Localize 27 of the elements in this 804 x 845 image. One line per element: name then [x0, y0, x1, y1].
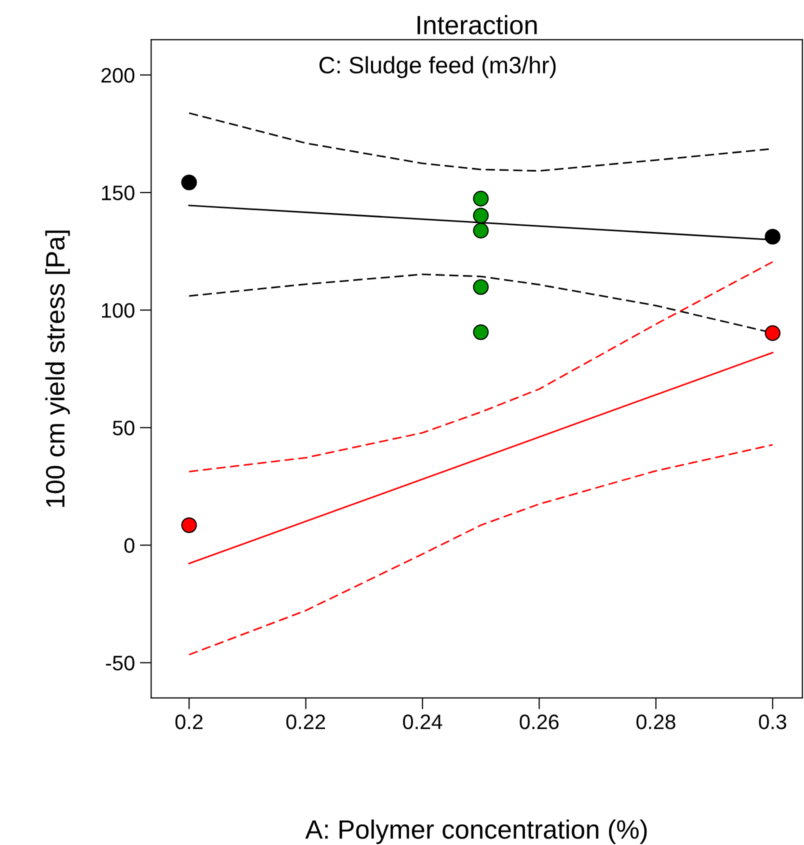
annotation: C: Sludge feed (m3/hr) [319, 56, 556, 78]
point [473, 324, 489, 340]
y-tick-label: 100 [102, 303, 134, 318]
x-tick-label: 0.2 [175, 714, 203, 730]
point [473, 279, 489, 295]
point [473, 190, 489, 206]
y-tick-label: 50 [112, 420, 134, 436]
x-tick-label: 0.24 [403, 714, 442, 730]
x-axis-title: A: Polymer concentration (%) [305, 819, 647, 844]
point [764, 325, 780, 341]
x-tick-label: 0.3 [758, 714, 786, 730]
line-series [188, 261, 774, 472]
chart-title: Interaction [418, 15, 537, 34]
y-tick-label: 150 [102, 186, 134, 200]
point [473, 208, 489, 224]
y-tick-label: 0 [124, 538, 134, 553]
line-series [188, 444, 774, 656]
x-tick-label: 0.28 [636, 714, 676, 730]
x-tick-label: 0.22 [286, 714, 326, 730]
y-tick-label: 200 [101, 68, 134, 83]
point [764, 228, 780, 245]
point [473, 222, 489, 238]
point [181, 174, 197, 190]
x-tick-label: 0.26 [520, 714, 559, 730]
y-tick-label: -50 [106, 656, 134, 670]
point [181, 517, 197, 534]
y-axis-title: 100 cm yield stress [Pa] [45, 230, 70, 507]
